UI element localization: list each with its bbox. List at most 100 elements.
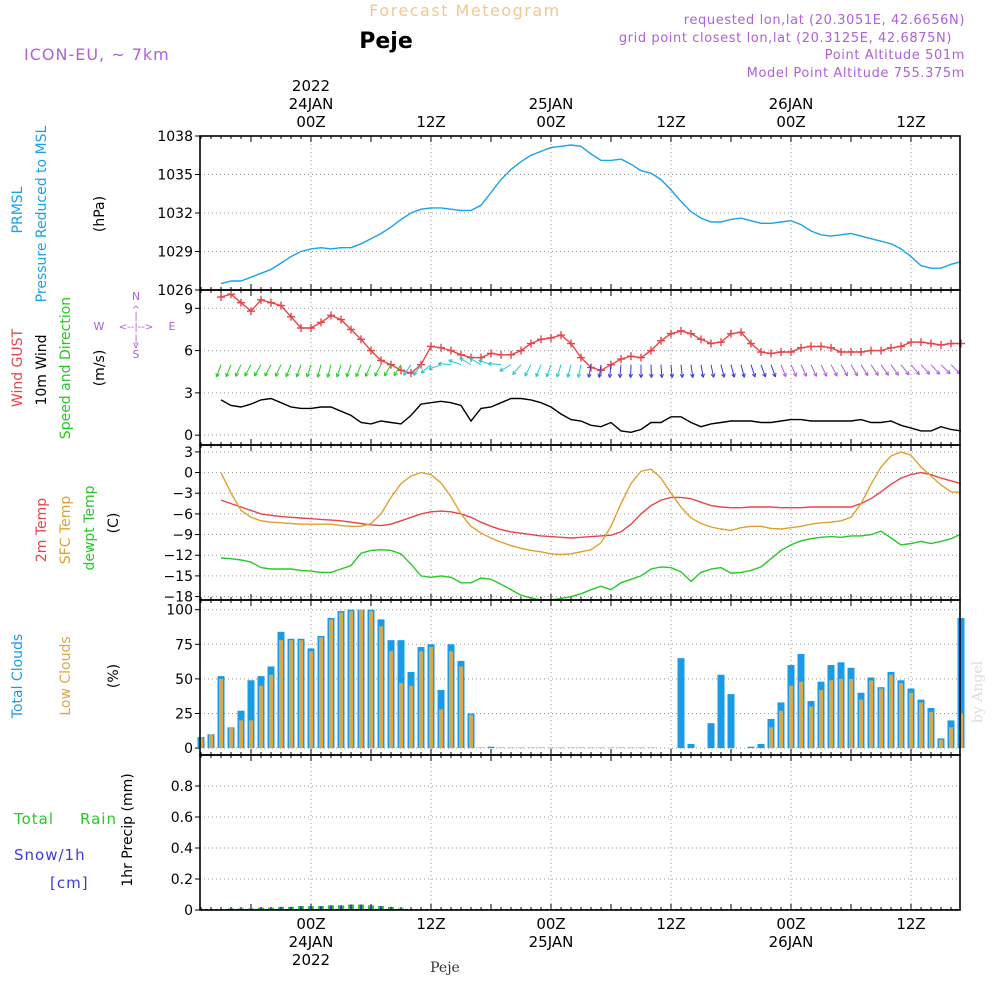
low-cloud-bar: [319, 637, 323, 749]
y-tick-label: 1026: [157, 283, 193, 299]
total-cloud-bar: [707, 723, 715, 749]
wind-arrow: [700, 364, 704, 378]
cloud-zero: [517, 747, 525, 749]
wind-arrow: [459, 357, 472, 366]
svg-text:^: ^: [132, 305, 140, 316]
wind-arrow-head: [413, 371, 418, 376]
wind-arrow: [512, 364, 522, 375]
svg-text:|: |: [134, 334, 137, 345]
y-tick-label: 0.2: [171, 872, 193, 888]
snow-bar: [350, 904, 352, 910]
cm-unit: [cm]: [50, 874, 89, 892]
plot-panels: 10261029103210351038036930−3−6−9−12−15−1…: [157, 129, 965, 919]
y-tick-label: 0: [184, 428, 193, 444]
low-cloud-bar: [409, 685, 413, 749]
bottom-tick-hour: 12Z: [416, 915, 445, 933]
wind-arrow: [940, 364, 951, 375]
low-cloud-bar: [199, 737, 203, 749]
panel-3: 3 0 −3 −6 −9 −12 −15 −18: [163, 444, 962, 606]
snow-bar: [300, 906, 302, 910]
snow-bar: [340, 905, 342, 910]
wind-arrow-head: [823, 372, 828, 377]
wind-arrow-head: [355, 372, 360, 378]
wind-10m-label: 10m Wind: [34, 334, 50, 405]
total-cloud-bar: [487, 746, 495, 749]
wind-arrow: [556, 364, 562, 378]
wind-arrow-head: [915, 370, 920, 376]
t2m-label: 2m Temp: [34, 498, 50, 562]
panel-4: 0 25 50 75 100: [166, 599, 965, 757]
wind-arrow: [880, 364, 889, 376]
wind-arrow: [327, 364, 332, 378]
low-cloud-bar: [849, 678, 853, 749]
wind-arrow: [469, 357, 482, 366]
low-cloud-bar: [899, 683, 903, 749]
low-cloud-bar: [219, 678, 223, 749]
low-cloud-bar: [839, 678, 843, 749]
wind-arrow-head: [469, 357, 474, 362]
wind-arrow: [420, 364, 432, 374]
y-tick-label: −15: [163, 569, 193, 585]
cloud-zero: [637, 747, 645, 749]
y-tick-label: 0.8: [171, 779, 193, 795]
cloud-zero: [497, 747, 505, 749]
wind-arrow-head: [535, 372, 540, 378]
low-cloud-bar: [429, 647, 433, 749]
wind-arrow-head: [487, 361, 492, 367]
panel-5: 0 0.2 0.4 0.6 0.8: [171, 754, 961, 919]
cloud-zero: [567, 747, 575, 749]
wind-arrow: [790, 364, 797, 377]
wind-arrow: [690, 364, 694, 378]
wind-arrow-head: [649, 373, 654, 378]
wind-arrow-head: [607, 373, 613, 378]
total-cloud-bar: [757, 743, 765, 749]
wind-arrow-head: [345, 372, 350, 378]
panel-frame: [199, 444, 961, 601]
wind-arrow: [900, 364, 910, 376]
footer-station: Peje: [430, 960, 460, 976]
bottom-tick-hour: 00Z: [776, 915, 805, 933]
snow-bar: [290, 906, 292, 910]
wind-arrow-head: [499, 367, 504, 372]
wind-arrow: [567, 364, 572, 378]
wind-arrow-head: [274, 372, 279, 377]
series-line-1: [220, 451, 962, 556]
wind-arrow: [244, 364, 252, 377]
requested-coords: requested lon,lat (20.3051E, 42.6656N): [684, 13, 965, 28]
wind-arrow-head: [874, 371, 879, 376]
wind-arrow: [800, 364, 807, 377]
wind-arrow-head: [925, 370, 931, 375]
low-cloud-bar: [279, 640, 283, 749]
wind-arrow: [609, 364, 612, 378]
wind-arrow: [403, 364, 412, 376]
wind-arrow-head: [420, 369, 426, 374]
wind-arrow-head: [234, 372, 239, 377]
wind-arrow: [438, 363, 452, 366]
wind-arrow: [355, 364, 362, 377]
wind-arrow-head: [437, 361, 442, 367]
snow-bar: [270, 907, 272, 910]
wind-arrow-head: [905, 370, 910, 376]
wind-arrow: [524, 364, 532, 377]
wind-arrow-head: [478, 359, 483, 364]
y-tick-label: −12: [163, 548, 193, 564]
pressure-label: Pressure Reduced to MSL: [34, 125, 50, 302]
wind-arrow: [413, 364, 422, 376]
low-cloud-bar: [229, 727, 233, 749]
low-cloud-bar: [329, 619, 333, 749]
low-cloud-bar: [879, 688, 883, 749]
wind-arrow: [710, 364, 715, 378]
wind-arrow-head: [597, 373, 602, 378]
cloud-zero: [507, 747, 515, 749]
wind-arrow-head: [628, 373, 633, 378]
wind-arrow-head: [316, 373, 321, 378]
wind-arrow-head: [295, 372, 300, 378]
point-altitude: Point Altitude 501m: [825, 48, 965, 63]
wind-arrow-head: [393, 371, 398, 377]
bottom-tick-date: 24JAN: [289, 933, 334, 951]
low-cloud-bar: [939, 739, 943, 749]
low-cloud-bar: [369, 611, 373, 749]
model-name: ICON-EU, ~ 7km: [24, 45, 170, 64]
